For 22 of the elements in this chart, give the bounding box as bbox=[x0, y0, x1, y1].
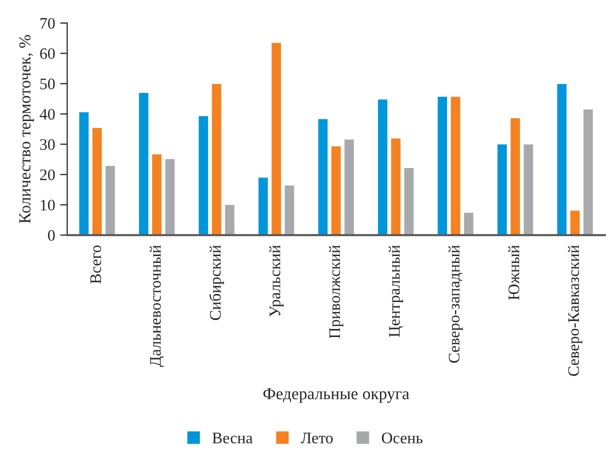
y-tick-label: 50 bbox=[40, 78, 55, 90]
legend-label: Осень bbox=[382, 432, 423, 444]
y-axis-title: Количество термоточек, % bbox=[19, 35, 34, 224]
x-tick-label: Северо-западный bbox=[448, 245, 463, 363]
y-tick-label: 10 bbox=[40, 200, 55, 211]
x-tick-label: Дальневосточный bbox=[150, 245, 164, 367]
x-tick-label: Уральский bbox=[269, 245, 284, 317]
y-tick-label: 20 bbox=[40, 169, 55, 180]
x-tick-label: Центральный bbox=[388, 245, 404, 338]
x-tick-label: Северо-Кавказский bbox=[568, 245, 582, 376]
y-tick-label: 0 bbox=[48, 230, 55, 241]
y-tick-label: 70 bbox=[40, 18, 55, 29]
x-tick-label: Сибирский bbox=[209, 245, 224, 320]
legend-label: Лето bbox=[300, 432, 333, 444]
x-tick-label: Приволжский bbox=[328, 245, 344, 338]
legend-label: Весна bbox=[212, 432, 253, 444]
x-axis-title: Федеральные округа bbox=[263, 388, 410, 403]
x-tick-label: Всего bbox=[90, 245, 102, 284]
y-tick-label: 40 bbox=[40, 108, 55, 120]
y-tick-label: 60 bbox=[40, 48, 55, 60]
x-tick-label: Южный bbox=[508, 245, 520, 300]
y-tick-label: 30 bbox=[40, 139, 55, 150]
